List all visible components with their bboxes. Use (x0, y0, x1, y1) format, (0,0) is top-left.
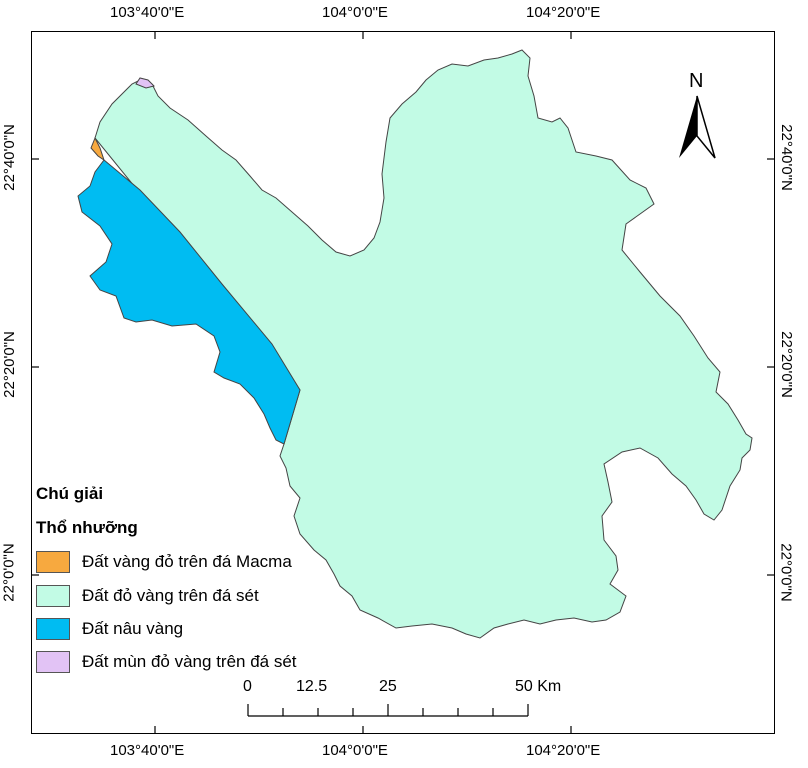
region-dat-nau-vang (77, 159, 301, 445)
scale-label-50km: 50 Km (515, 678, 562, 695)
scale-bar (247, 704, 529, 717)
legend-label-mun-do-vang: Đất mùn đỏ vàng trên đá sét (82, 652, 297, 671)
legend-swatch-do-vang-da-set (36, 585, 70, 607)
legend-item-macma: Đất vàng đỏ trên đá Macma (36, 550, 292, 574)
graticule-top-1: 103°40'0"E (110, 4, 185, 21)
north-arrow-label: N (689, 70, 704, 92)
region-dat-mun-do-vang-tren-da-set (135, 77, 155, 89)
region-dat-vang-do-tren-da-macma (90, 136, 105, 162)
graticule-bottom-1: 103°40'0"E (110, 742, 185, 759)
graticule-ticks (31, 31, 775, 734)
legend-item-mun-do-vang: Đất mùn đỏ vàng trên đá sét (36, 650, 297, 674)
graticule-bottom-3: 104°20'0"E (526, 742, 601, 759)
graticule-top-3: 104°20'0"E (526, 4, 601, 21)
region-dat-do-vang-tren-da-set (94, 49, 753, 639)
legend-swatch-nau-vang (36, 618, 70, 640)
legend-swatch-macma (36, 551, 70, 573)
scale-label-0: 0 (243, 678, 252, 695)
legend-swatch-mun-do-vang (36, 651, 70, 673)
scale-label-25: 25 (379, 678, 397, 695)
graticule-top-2: 104°0'0"E (322, 4, 388, 21)
legend-item-do-vang-da-set: Đất đỏ vàng trên đá sét (36, 584, 259, 608)
map-frame (31, 31, 775, 734)
scale-label-12-5: 12.5 (296, 678, 328, 695)
legend-subtitle: Thổ nhưỡng (36, 518, 138, 537)
legend-title: Chú giải (36, 484, 104, 503)
legend-item-nau-vang: Đất nâu vàng (36, 617, 183, 641)
north-arrow-icon (679, 95, 716, 159)
graticule-bottom-2: 104°0'0"E (322, 742, 388, 759)
legend-label-do-vang-da-set: Đất đỏ vàng trên đá sét (82, 586, 259, 605)
legend-label-macma: Đất vàng đỏ trên đá Macma (82, 552, 292, 571)
legend-label-nau-vang: Đất nâu vàng (82, 619, 184, 638)
